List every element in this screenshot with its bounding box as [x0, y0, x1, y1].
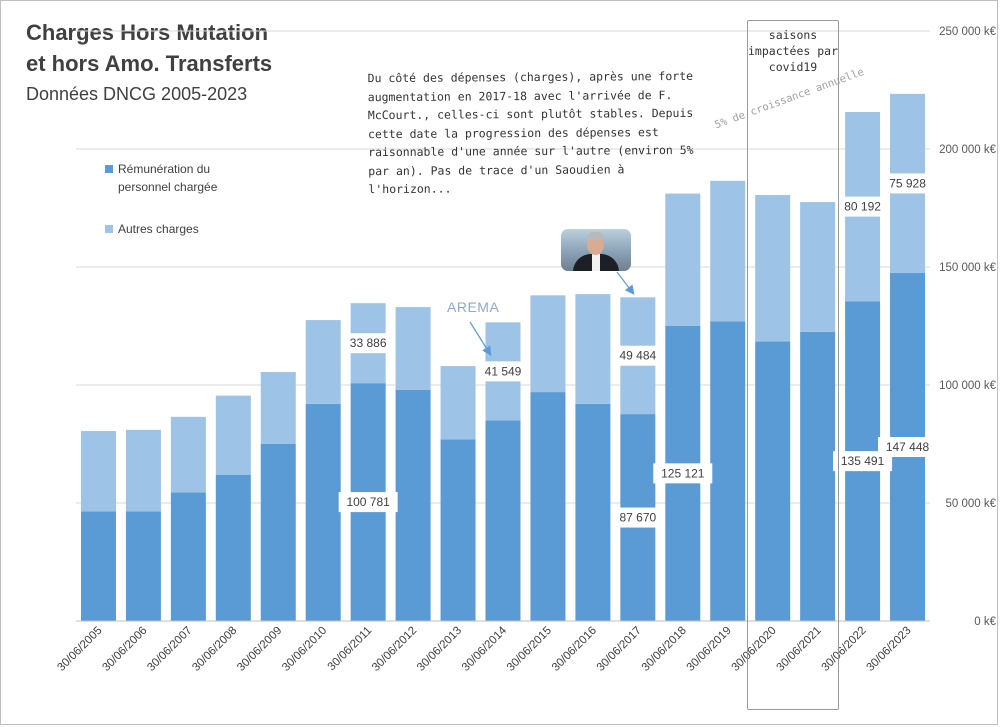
- legend-item-autres-charges: Autres charges: [105, 220, 258, 238]
- bar-remuneration: [755, 341, 791, 621]
- y-tick-label: 150 000 k€: [939, 262, 997, 274]
- x-tick-label: 30/06/2017: [595, 625, 644, 674]
- bar-remuneration: [575, 403, 611, 621]
- data-label-bg: [881, 173, 934, 194]
- bar-autres-charges: [440, 366, 476, 440]
- bar-remuneration: [440, 439, 476, 621]
- x-tick-label: 30/06/2008: [190, 625, 239, 674]
- legend-label-remuneration: Rémunération du personnel chargée: [118, 162, 218, 194]
- covid-highlight-box: saisons impactées par covid19: [747, 20, 839, 710]
- data-label: 41 549: [485, 364, 522, 378]
- x-tick-label: 30/06/2018: [640, 625, 689, 674]
- y-tick-label: 200 000 k€: [939, 144, 997, 156]
- x-tick-label: 30/06/2023: [864, 625, 913, 674]
- bar-autres-charges: [710, 180, 746, 322]
- bar-autres-charges: [530, 295, 566, 393]
- x-tick-label: 30/06/2011: [326, 625, 375, 674]
- data-label-bg: [653, 463, 713, 484]
- bar-autres-charges: [215, 395, 251, 475]
- covid-note: saisons impactées par covid19: [748, 28, 839, 74]
- legend-item-remuneration: Rémunération du personnel chargée: [105, 160, 258, 196]
- bar-autres-charges: [305, 320, 341, 404]
- data-label-bg: [338, 492, 398, 513]
- bar-autres-charges: [575, 294, 611, 404]
- annotation-arrows: [469, 271, 635, 357]
- bar-remuneration: [125, 511, 161, 621]
- x-tick-label: 30/06/2009: [235, 625, 284, 674]
- x-tick-label: 30/06/2014: [460, 624, 510, 674]
- bar-remuneration: [170, 492, 206, 621]
- bar-remuneration: [260, 444, 296, 621]
- bar-remuneration: [215, 474, 251, 621]
- data-label-bg: [833, 451, 893, 472]
- ceo-photo: [561, 229, 631, 271]
- x-tick-label: 30/06/2006: [100, 625, 149, 674]
- bar-remuneration: [395, 389, 431, 621]
- bar-remuneration: [305, 403, 341, 621]
- data-label: 33 886: [350, 336, 387, 350]
- bar-autres-charges: [80, 431, 116, 512]
- bar-remuneration: [800, 331, 836, 621]
- data-label: 125 121: [661, 466, 705, 480]
- bar-autres-charges: [170, 416, 206, 493]
- data-label-bg: [342, 333, 395, 354]
- data-label: 49 484: [619, 349, 656, 363]
- annotation-note: Du côté des dépenses (charges), après un…: [367, 68, 694, 197]
- y-tick-label: 50 000 k€: [945, 498, 996, 510]
- data-label-bg: [878, 437, 938, 458]
- chart-title: Charges Hors Mutation: [26, 20, 269, 45]
- data-label-bg: [611, 345, 664, 366]
- bar-remuneration: [485, 420, 521, 621]
- arema-arrow: [469, 321, 492, 357]
- x-tick-label: 30/06/2016: [550, 625, 599, 674]
- data-label: 100 781: [346, 495, 390, 509]
- data-label: 147 448: [886, 440, 930, 454]
- chart-subtitle: Données DNCG 2005-2023: [26, 84, 248, 104]
- data-label: 80 192: [844, 200, 881, 214]
- data-labels: 100 781 33 886 41 549 87 670 49 484 125 121 13…: [338, 173, 938, 528]
- x-tick-label: 30/06/2013: [415, 625, 464, 674]
- arema-logo: AREMA: [447, 299, 500, 315]
- data-label: 87 670: [619, 511, 656, 525]
- chart-title-line-2: et hors Amo. Transferts: [26, 51, 273, 76]
- bar-remuneration: [530, 392, 566, 621]
- ceo-arrow: [616, 271, 635, 295]
- data-label-bg: [477, 361, 529, 382]
- data-label-bg: [611, 507, 664, 528]
- data-label: 75 928: [889, 176, 926, 190]
- bar-autres-charges: [260, 372, 296, 444]
- x-tick-label: 30/06/2015: [505, 625, 554, 674]
- bar-remuneration: [710, 321, 746, 621]
- data-label-bg: [836, 196, 889, 217]
- x-tick-label: 30/06/2012: [370, 625, 419, 674]
- y-tick-label: 250 000 k€: [939, 26, 997, 38]
- x-tick-label: 30/06/2005: [55, 625, 104, 674]
- data-label: 135 491: [841, 454, 885, 468]
- bar-autres-charges: [395, 307, 431, 390]
- bar-autres-charges: [125, 429, 161, 512]
- legend-swatch-autres-charges: [105, 225, 113, 233]
- x-tick-label: 30/06/2007: [145, 625, 194, 674]
- legend-label-autres-charges: Autres charges: [118, 222, 199, 236]
- x-tick-label: 30/06/2019: [685, 625, 734, 674]
- bar-autres-charges: [665, 193, 701, 326]
- bar-autres-charges: [800, 202, 836, 332]
- y-tick-label: 0 k€: [974, 616, 996, 628]
- legend-swatch-remuneration: [105, 165, 113, 173]
- y-tick-label: 100 000 k€: [939, 380, 997, 392]
- x-tick-label: 30/06/2010: [280, 625, 329, 674]
- bar-remuneration: [80, 511, 116, 621]
- bar-autres-charges: [755, 195, 791, 342]
